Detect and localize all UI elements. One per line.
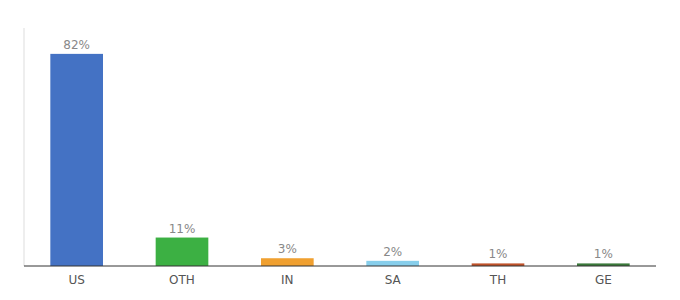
x-tick-label: US [68,273,84,287]
bar [261,258,314,266]
bar [366,261,419,266]
bars [50,54,629,266]
x-axis-line [24,266,656,267]
bar [156,238,209,266]
data-label: 82% [63,38,90,52]
y-axis-line [24,28,25,266]
data-label: 3% [278,242,297,256]
x-tick-label: GE [595,273,612,287]
x-tick-label: SA [385,273,402,287]
chart-container: 82% 11% 3% 2% 1% 1% US OTH IN SA TH GE [0,0,680,300]
data-label: 1% [594,247,613,261]
data-label: 1% [488,247,507,261]
data-label: 2% [383,245,402,259]
data-label: 11% [169,222,196,236]
x-tick-label: OTH [169,273,195,287]
x-tick-label: TH [489,273,506,287]
x-tick-label: IN [281,273,294,287]
chart: 82% 11% 3% 2% 1% 1% US OTH IN SA TH GE [0,0,680,300]
bar [50,54,103,266]
